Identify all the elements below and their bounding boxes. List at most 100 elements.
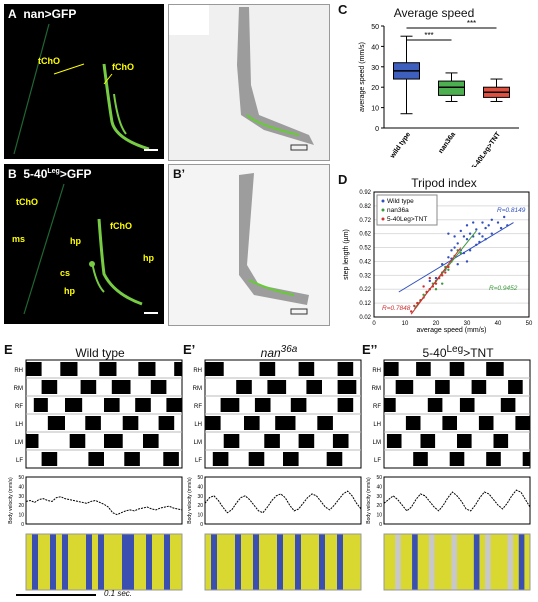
phase-stripe <box>295 534 302 590</box>
phase-stripe <box>283 534 290 590</box>
leg-label: LF <box>195 458 202 464</box>
phase-stripe <box>451 534 458 590</box>
panel-b-prime-image: B’ <box>168 164 330 326</box>
y-axis-label: step length (µm) <box>343 229 350 280</box>
y-tick-label: 50 <box>371 24 379 31</box>
gait-e-double-prime-chart: RH RM RF LH LM LF 0 10 20 30 40 50 Body velocity (mm… <box>366 359 531 591</box>
stance-block <box>317 416 333 430</box>
gait-e-prime-title: nan36a <box>260 344 298 360</box>
stance-block <box>275 416 296 430</box>
velocity-tick-label: 30 <box>18 494 24 500</box>
phase-stripe <box>349 534 356 590</box>
stance-block <box>500 398 516 412</box>
data-point <box>447 265 450 269</box>
stance-block <box>471 380 487 394</box>
stance-block <box>205 362 224 376</box>
data-point <box>496 221 500 224</box>
category-label: 5-40Leg>TNT <box>471 131 502 167</box>
stance-block <box>174 362 182 376</box>
legend-marker <box>381 217 385 221</box>
phase-stripe <box>128 534 135 590</box>
leg-label: LF <box>16 458 23 464</box>
phase-stripe <box>301 534 308 590</box>
data-point <box>444 271 447 274</box>
phase-stripe <box>80 534 87 590</box>
panel-a-prime-image: A’ <box>168 4 330 161</box>
data-point <box>447 256 450 259</box>
phase-stripe <box>423 534 430 590</box>
y-tick-label: 0.62 <box>359 232 371 238</box>
stance-block <box>223 434 240 448</box>
phase-stripe <box>319 534 326 590</box>
leg-label: LH <box>373 422 381 428</box>
x-tick-label: 50 <box>526 321 533 327</box>
y-tick-label: 0.92 <box>359 190 371 196</box>
stance-block <box>104 398 120 412</box>
velocity-tick-label: 10 <box>197 513 203 519</box>
phase-stripe <box>122 534 129 590</box>
velocity-frame <box>25 476 183 525</box>
leg-label: RH <box>14 368 23 374</box>
panel-c-title: Average speed <box>393 6 475 20</box>
phase-stripe <box>50 534 57 590</box>
data-point <box>441 282 444 285</box>
stance-block <box>386 434 402 448</box>
phase-stripe <box>26 534 33 590</box>
stance-block <box>248 452 265 466</box>
gait-panel-e-double-prime: E’’ 5-40Leg>TNT RH RM RF LH LM LF 0 10 20 30 40 50 B… <box>358 342 538 594</box>
stance-block <box>435 380 450 394</box>
phase-stripe <box>44 534 51 590</box>
stance-block <box>486 452 501 466</box>
data-point <box>465 260 469 263</box>
stance-block <box>420 434 436 448</box>
y-tick-label: 0.42 <box>359 259 371 265</box>
stance-block <box>111 380 131 394</box>
velocity-trace <box>383 489 531 512</box>
category-label: nan36a <box>438 131 458 155</box>
panel-b-prime-letter: B’ <box>173 167 185 181</box>
phase-stripe <box>235 534 242 590</box>
stance-block <box>267 380 287 394</box>
data-point <box>422 285 425 288</box>
phase-stripe <box>217 534 224 590</box>
stance-block <box>65 398 83 412</box>
stance-block <box>60 362 78 376</box>
phase-stripe <box>445 534 452 590</box>
data-point <box>434 282 438 285</box>
x-tick-label: 40 <box>495 321 502 327</box>
data-point <box>447 232 450 235</box>
data-point <box>456 263 459 266</box>
stripe-frame <box>383 533 531 591</box>
fit-line <box>398 222 514 293</box>
gait-e-chart: RH RM RF LH LM LF 0 10 20 30 40 50 Body velocity (mm… <box>8 359 183 591</box>
stance-block <box>99 362 117 376</box>
x-axis-label: average speed (mm/s) <box>416 327 486 334</box>
velocity-tick-label: 30 <box>197 494 203 500</box>
stance-block <box>290 398 307 412</box>
phase-stripe <box>468 534 475 590</box>
stance-block <box>80 380 97 394</box>
phase-stripe <box>337 534 344 590</box>
x-tick-label: 10 <box>402 321 409 327</box>
stance-block <box>85 416 101 430</box>
label-tcho: tChO <box>38 56 60 66</box>
panel-a-title: A nan>GFP <box>8 7 77 21</box>
stance-block <box>163 452 179 466</box>
phase-stripe <box>223 534 230 590</box>
phase-stripe <box>325 534 332 590</box>
phase-stripe <box>417 534 424 590</box>
label-hp: hp <box>143 253 154 263</box>
phase-stripe <box>152 534 159 590</box>
data-point <box>490 218 493 221</box>
phase-stripe <box>496 534 503 590</box>
gait-e-title: Wild type <box>75 346 125 360</box>
legend-box <box>376 194 438 226</box>
phase-stripe <box>440 534 447 590</box>
leg-label: LH <box>194 422 202 428</box>
panel-b-image: B 5-40Leg>GFP tChO fChO ms hp cs hp hp <box>4 164 164 324</box>
r-value-label: R=0.8149 <box>497 207 526 214</box>
velocity-tick-label: 40 <box>18 484 24 490</box>
leg-label: LM <box>194 440 202 446</box>
data-point <box>475 228 478 231</box>
phase-stripe <box>146 534 153 590</box>
